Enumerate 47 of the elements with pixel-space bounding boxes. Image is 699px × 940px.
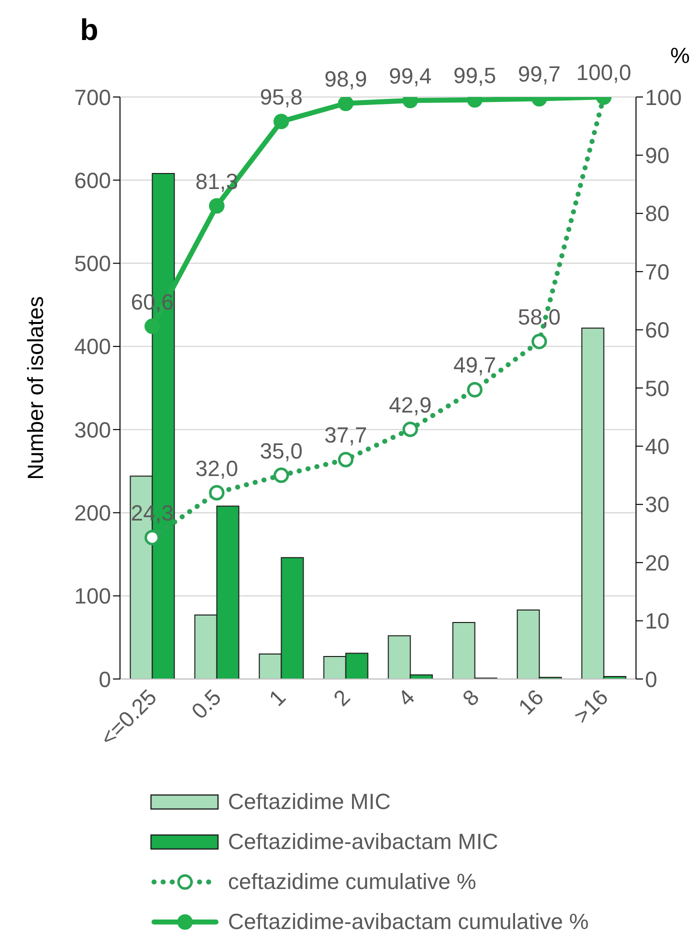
y-axis-title: Number of isolates xyxy=(22,296,48,480)
y2-tick-label: 0 xyxy=(645,666,658,692)
data-label: 49,7 xyxy=(453,352,496,378)
y2-tick-label: 80 xyxy=(645,201,670,226)
data-label: 24,3 xyxy=(130,500,174,526)
x-tick-label: 8 xyxy=(457,684,484,710)
x-tick-label: 4 xyxy=(392,684,420,710)
data-label: 32,0 xyxy=(195,456,238,481)
y2-tick-label: 70 xyxy=(645,259,670,284)
data-label: 98,9 xyxy=(324,66,368,92)
y2-tick-label: 90 xyxy=(645,143,670,168)
y-tick-label: 700 xyxy=(74,84,111,110)
y-tick-label: 400 xyxy=(74,334,111,360)
y-tick-label: 300 xyxy=(74,417,111,442)
legend-label: ceftazidime cumulative % xyxy=(228,869,476,895)
y2-tick-label: 20 xyxy=(645,550,670,576)
y2-tick-label: 60 xyxy=(645,318,670,343)
x-tick-label: 16 xyxy=(513,684,548,720)
y2-tick-label: 40 xyxy=(645,434,670,460)
data-label: 95,8 xyxy=(260,84,303,110)
y-tick-label: 600 xyxy=(74,168,111,193)
y-tick-label: 100 xyxy=(74,584,111,609)
y-tick-label: 0 xyxy=(98,666,111,692)
y-tick-label: 500 xyxy=(74,251,111,276)
y-tick-label: 200 xyxy=(74,500,111,526)
legend-label: Ceftazidime-avibactam MIC xyxy=(228,829,498,855)
y2-tick-label: 30 xyxy=(645,492,670,518)
data-label: 58,0 xyxy=(518,304,561,330)
data-label: 37,7 xyxy=(324,422,368,448)
x-tick-label: 2 xyxy=(328,684,355,710)
data-label: 42,9 xyxy=(388,392,432,418)
x-tick-label: 1 xyxy=(264,684,290,710)
y2-tick-label: 100 xyxy=(645,84,682,110)
x-tick-label: 0.5 xyxy=(186,684,226,724)
legend-label: Ceftazidime MIC xyxy=(228,789,391,815)
data-label: 100,0 xyxy=(576,60,632,85)
data-label: 99,5 xyxy=(453,62,496,88)
y2-axis-title: % xyxy=(670,42,690,68)
x-tick-label: >16 xyxy=(568,684,613,728)
data-label: 60,6 xyxy=(130,289,174,314)
data-label: 35,0 xyxy=(260,438,303,464)
chart-title: b xyxy=(80,14,98,47)
data-label: 99,4 xyxy=(388,63,432,88)
y2-tick-label: 10 xyxy=(645,608,670,634)
legend-label: Ceftazidime-avibactam cumulative % xyxy=(228,909,589,935)
y2-tick-label: 50 xyxy=(645,376,670,401)
data-label: 99,7 xyxy=(518,62,561,87)
